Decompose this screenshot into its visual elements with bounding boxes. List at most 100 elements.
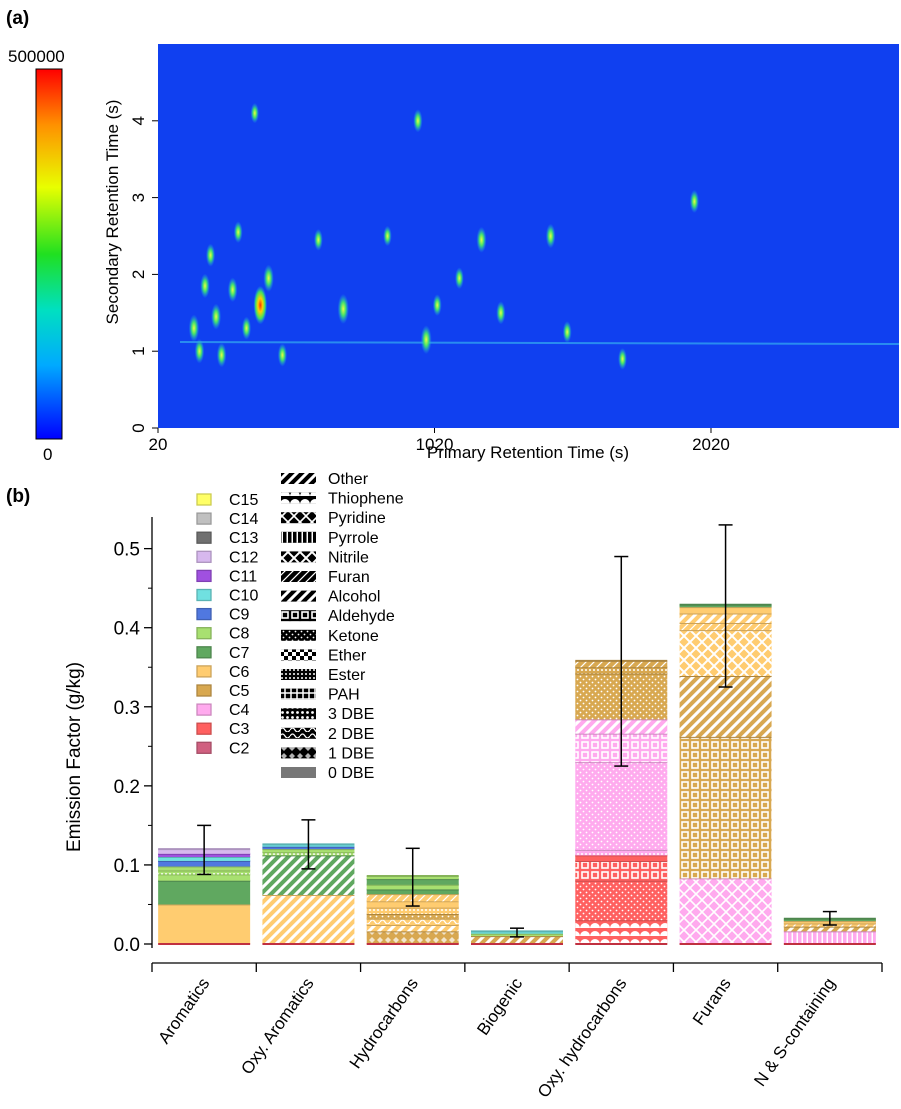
legend-carbon-number: C15 C14 C13 C12 C11 C10 C9 C8 C7 C6 C5 C4 C3 C2 bbox=[196, 492, 258, 757]
heatmap-peak bbox=[562, 321, 572, 343]
legend-class-entry: 1 DBE bbox=[281, 745, 374, 762]
legend-carbon-label: C5 bbox=[229, 683, 250, 700]
heatmap-peak bbox=[188, 314, 200, 342]
heatmap-peak bbox=[233, 221, 243, 244]
legend-class-label: Pyrrole bbox=[328, 530, 379, 547]
legend-class-label: 0 DBE bbox=[328, 765, 374, 782]
bar-segment-pattern bbox=[575, 860, 668, 881]
heatmap-peak bbox=[313, 228, 323, 251]
bar-segment-pattern bbox=[366, 907, 459, 914]
heatmap-x-ticks: 20 1020 2020 bbox=[149, 428, 730, 454]
heatmap-peak bbox=[253, 285, 268, 325]
heatmap-peak bbox=[200, 273, 210, 299]
legend-carbon-label: C11 bbox=[229, 568, 257, 585]
legend-carbon-label: C3 bbox=[229, 721, 250, 738]
legend-carbon-swatch bbox=[196, 741, 212, 754]
bar-segment-pattern bbox=[575, 762, 668, 850]
heatmap-y-tick-label: 3 bbox=[129, 193, 148, 202]
bar-y-tick-label: 0.2 bbox=[114, 777, 140, 798]
bar-segment-pattern bbox=[575, 880, 668, 921]
legend-class-label: Thiophene bbox=[328, 491, 404, 508]
bar-segment-pattern bbox=[366, 931, 459, 944]
heatmap-plot-area bbox=[158, 44, 899, 428]
legend-class-swatch-pattern bbox=[281, 551, 316, 563]
bar-category-label: Biogenic bbox=[473, 974, 526, 1039]
colorbar-min-label: 0 bbox=[43, 445, 52, 464]
bar-category-label: N & S-containing bbox=[750, 974, 839, 1089]
bar-category-label: Hydrocarbons bbox=[346, 974, 422, 1072]
bar-y-tick-label: 0.3 bbox=[114, 698, 140, 719]
bar-y-tick-label: 0.1 bbox=[114, 856, 140, 877]
legend-class-label: 3 DBE bbox=[328, 706, 374, 723]
legend-carbon-label: C7 bbox=[229, 645, 250, 662]
heatmap-y-axis-label: Secondary Retention Time (s) bbox=[103, 100, 122, 325]
bar-category-label: Furans bbox=[689, 974, 735, 1028]
error-bar bbox=[405, 847, 420, 907]
legend-class-swatch-pattern bbox=[281, 649, 316, 661]
heatmap-peak bbox=[241, 316, 252, 340]
legend-carbon-swatch bbox=[196, 684, 212, 697]
heatmap-y-tick-label: 2 bbox=[129, 270, 148, 279]
bar-segment-pattern bbox=[575, 849, 668, 856]
legend-carbon-swatch bbox=[196, 722, 212, 735]
legend-class-swatch-fill bbox=[281, 767, 316, 778]
legend-class-entry: 2 DBE bbox=[281, 726, 374, 743]
legend-class-label: Other bbox=[328, 471, 369, 488]
legend-class-label: Nitrile bbox=[328, 549, 369, 566]
bar-stack bbox=[783, 917, 876, 945]
heatmap-peak bbox=[454, 267, 464, 290]
heatmap-peak bbox=[211, 303, 222, 330]
legend-class-swatch-pattern bbox=[281, 473, 316, 484]
heatmap-peak bbox=[227, 277, 238, 303]
bar-segment-pattern bbox=[366, 918, 459, 926]
heatmap-x-tick-label: 20 bbox=[149, 435, 168, 454]
legend-class-entry: Furan bbox=[281, 569, 370, 586]
error-bar bbox=[718, 524, 733, 688]
heatmap-peak bbox=[618, 347, 627, 370]
colorbar-max-label: 500000 bbox=[8, 47, 65, 66]
legend-class-label: 1 DBE bbox=[328, 745, 374, 762]
legend-carbon-label: C9 bbox=[229, 607, 250, 624]
legend-carbon-swatch bbox=[196, 512, 212, 525]
legend-class-entry: PAH bbox=[281, 687, 360, 704]
bar-y-tick-label: 0.4 bbox=[114, 619, 141, 640]
panel-b: (b) Emission Factor (g/kg) 0.00.10.20.30… bbox=[6, 471, 883, 1101]
legend-class-swatch-pattern bbox=[281, 610, 316, 622]
bar-y-axis: 0.0 0.1 0.2 0.3 0.4 0.5 bbox=[114, 517, 153, 956]
heatmap-y-ticks: 0 1 2 3 4 bbox=[129, 116, 158, 433]
heatmap-peak bbox=[194, 338, 205, 364]
heatmap-peak bbox=[689, 189, 699, 214]
legend-carbon-label: C14 bbox=[229, 511, 258, 528]
bar-segment-pattern bbox=[783, 926, 876, 932]
legend-class-swatch-pattern bbox=[281, 708, 316, 720]
legend-class-swatch-pattern bbox=[281, 688, 316, 700]
legend-carbon-swatch bbox=[196, 607, 212, 621]
legend-class-label: Furan bbox=[328, 569, 370, 586]
bar-category-label: Oxy. Aromatics bbox=[237, 974, 317, 1078]
heatmap-peak bbox=[337, 293, 349, 325]
bar-segment-pattern bbox=[679, 878, 772, 944]
panel-a: (a) 500000 0 0 1 2 3 4 20 1020 2020 Primary Re… bbox=[6, 8, 900, 464]
legend-class-label: Ketone bbox=[328, 628, 379, 645]
heatmap-y-tick-label: 0 bbox=[129, 423, 148, 432]
legend-class-entry: 3 DBE bbox=[281, 706, 374, 723]
heatmap-y-tick-label: 4 bbox=[129, 116, 148, 125]
heatmap-peak bbox=[476, 226, 487, 253]
bar-y-tick-label: 0.5 bbox=[114, 540, 140, 561]
error-bar bbox=[614, 555, 629, 767]
legend-class-label: PAH bbox=[328, 687, 360, 704]
legend-class-entry: 0 DBE bbox=[281, 765, 374, 782]
heatmap-peak bbox=[383, 225, 392, 247]
bar-y-axis-label: Emission Factor (g/kg) bbox=[64, 662, 85, 852]
legend-carbon-label: C4 bbox=[229, 702, 250, 719]
legend-carbon-label: C2 bbox=[229, 740, 250, 757]
heatmap-peak bbox=[545, 223, 556, 249]
legend-class-entry: Ketone bbox=[281, 628, 379, 645]
legend-carbon-swatch bbox=[196, 627, 212, 640]
legend-class-entry: Thiophene bbox=[281, 491, 404, 508]
legend-carbon-swatch bbox=[196, 550, 212, 563]
legend-class-swatch-pattern bbox=[281, 669, 316, 680]
legend-class-swatch-pattern bbox=[281, 629, 316, 641]
heatmap-peak bbox=[250, 102, 259, 124]
legend-carbon-label: C13 bbox=[229, 530, 258, 547]
